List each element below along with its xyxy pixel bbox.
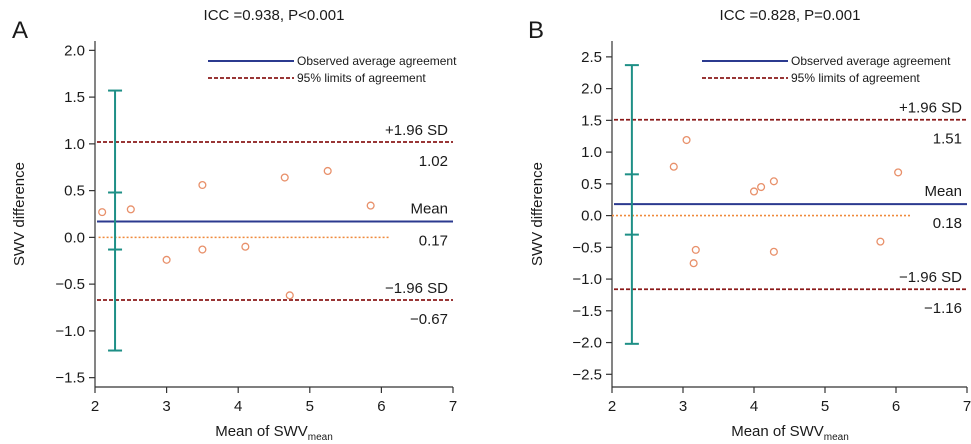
y-axis-title: SWV difference xyxy=(529,162,546,266)
y-tick-label: 2.0 xyxy=(64,42,85,59)
y-tick-label: 1.0 xyxy=(581,144,602,161)
data-point xyxy=(366,201,375,210)
data-point xyxy=(769,247,778,256)
y-tick-label: 0.0 xyxy=(581,208,602,225)
chart-panel-a: A ICC =0.938, P<0.001 −1.5 −1.0 −0.5 0.0 0.5 1.… xyxy=(11,7,457,443)
mean-label: Mean xyxy=(924,183,962,200)
panel-letter: B xyxy=(528,17,544,44)
y-tick-label: 2.0 xyxy=(581,81,602,98)
y-tick-label: −1.0 xyxy=(572,271,602,288)
data-point xyxy=(669,162,678,171)
data-point xyxy=(689,259,698,268)
data-point xyxy=(323,166,332,176)
x-tick-label: 6 xyxy=(377,398,385,415)
x-tick-label: 5 xyxy=(821,398,829,415)
chart-panel-b: B ICC =0.828, P=0.001 −2.5 −2.0 −1.5 −1.0 −0.5… xyxy=(528,7,971,443)
mean-label: Mean xyxy=(410,200,448,217)
upper-limit-value: 1.02 xyxy=(419,153,448,170)
y-tick-label: −0.5 xyxy=(572,239,602,256)
x-axis-title-main: Mean of SWV xyxy=(215,423,308,440)
upper-sd-label: +1.96 SD xyxy=(899,100,962,117)
legend-label: Observed average agreement xyxy=(791,54,951,68)
mean-value: 0.18 xyxy=(933,215,962,232)
y-tick-label: −1.5 xyxy=(55,370,85,387)
data-point xyxy=(757,182,766,192)
mean-value: 0.17 xyxy=(419,232,448,249)
data-point xyxy=(682,135,691,145)
legend: Observed average agreement 95% limits of … xyxy=(208,54,457,85)
x-tick-label: 7 xyxy=(963,398,971,415)
y-tick-label: −2.0 xyxy=(572,335,602,352)
lower-limit-value: −0.67 xyxy=(410,311,448,328)
x-tick-label: 3 xyxy=(162,398,170,415)
data-point xyxy=(280,173,289,182)
data-point xyxy=(198,180,207,190)
data-point xyxy=(876,237,885,246)
legend: Observed average agreement 95% limits of … xyxy=(702,54,951,85)
data-point xyxy=(241,242,250,251)
upper-limit-value: 1.51 xyxy=(933,131,962,148)
lower-limit-value: −1.16 xyxy=(924,300,962,317)
data-point xyxy=(198,245,207,254)
y-tick-label: 1.5 xyxy=(64,89,85,106)
x-tick-label: 7 xyxy=(449,398,457,415)
y-tick-label: 1.0 xyxy=(64,136,85,153)
data-point xyxy=(894,168,903,177)
legend-label: 95% limits of agreement xyxy=(791,71,920,85)
x-axis-title: Mean of SWVmean xyxy=(215,423,333,443)
y-tick-label: 0.0 xyxy=(64,229,85,246)
chart-title: ICC =0.938, P<0.001 xyxy=(204,7,345,24)
y-tick-label: −1.0 xyxy=(55,323,85,340)
chart-title: ICC =0.828, P=0.001 xyxy=(720,7,861,24)
data-point xyxy=(162,255,171,264)
lower-sd-label: −1.96 SD xyxy=(385,280,448,297)
x-tick-label: 4 xyxy=(750,398,758,415)
y-tick-label: 1.5 xyxy=(581,112,602,129)
x-tick-label: 5 xyxy=(306,398,314,415)
x-tick-label: 2 xyxy=(608,398,616,415)
legend-label: Observed average agreement xyxy=(297,54,457,68)
legend-label: 95% limits of agreement xyxy=(297,71,426,85)
y-tick-label: −0.5 xyxy=(55,276,85,293)
y-tick-label: −1.5 xyxy=(572,303,602,320)
y-tick-label: 0.5 xyxy=(581,176,602,193)
data-point xyxy=(749,187,759,196)
x-axis-title: Mean of SWVmean xyxy=(731,423,849,443)
x-axis-title-subscript: mean xyxy=(308,432,333,443)
x-tick-label: 3 xyxy=(679,398,687,415)
x-tick-label: 4 xyxy=(234,398,242,415)
data-point xyxy=(769,177,778,186)
y-axis-title: SWV difference xyxy=(11,162,28,266)
lower-sd-label: −1.96 SD xyxy=(899,269,962,286)
y-tick-label: −2.5 xyxy=(572,366,602,383)
data-point xyxy=(285,291,294,300)
x-tick-label: 6 xyxy=(892,398,900,415)
y-tick-label: 2.5 xyxy=(581,49,602,66)
upper-sd-label: +1.96 SD xyxy=(385,122,448,139)
data-point xyxy=(691,245,700,254)
x-tick-label: 2 xyxy=(91,398,99,415)
x-axis-title-main: Mean of SWV xyxy=(731,423,824,440)
data-point xyxy=(98,208,107,217)
data-point xyxy=(126,205,135,214)
panel-letter: A xyxy=(12,17,28,44)
y-tick-label: 0.5 xyxy=(64,183,85,200)
x-axis-title-subscript: mean xyxy=(824,432,849,443)
